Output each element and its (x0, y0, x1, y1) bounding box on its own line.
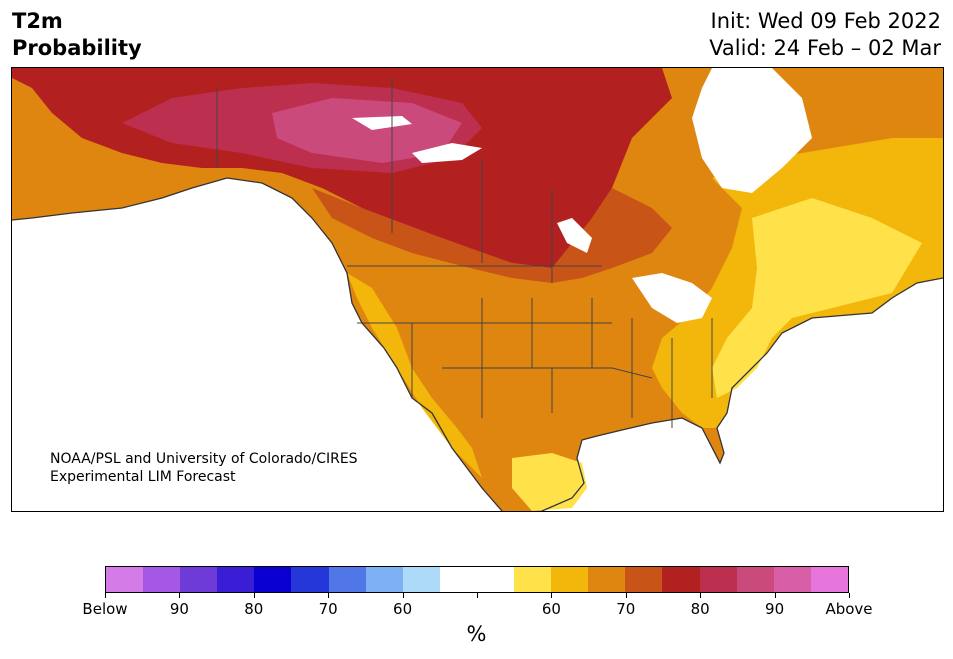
init-date: Init: Wed 09 Feb 2022 (710, 9, 941, 33)
colorbar-cell (291, 567, 329, 592)
band-light-yellow-east (712, 198, 922, 398)
colorbar-tick-label: 70 (318, 600, 338, 618)
colorbar-cell (662, 567, 700, 592)
map-title: T2m Probability (12, 8, 142, 62)
colorbar-tick-label: Below (82, 600, 128, 618)
colorbar-unit: % (466, 622, 487, 646)
colorbar-cell (217, 567, 255, 592)
lake-winnipeg (557, 218, 592, 253)
valid-range: Valid: 24 Feb – 02 Mar (709, 36, 941, 60)
colorbar-cell (402, 567, 440, 592)
colorbar-tick-label: 90 (169, 600, 189, 618)
colorbar-tick-label: 80 (690, 600, 710, 618)
hudson-bay (692, 68, 812, 193)
colorbar-cell (588, 567, 626, 592)
colorbar-tick (179, 593, 181, 598)
map-canvas (12, 68, 943, 511)
colorbar-cell (254, 567, 292, 592)
forecast-dates: Init: Wed 09 Feb 2022 Valid: 24 Feb – 02… (709, 8, 941, 62)
colorbar-tick (328, 593, 330, 598)
colorbar-tick (551, 593, 553, 598)
colorbar-cell (143, 567, 181, 592)
colorbar-cell (180, 567, 218, 592)
colorbar (105, 566, 849, 593)
colorbar-cell (476, 567, 515, 592)
colorbar-cell (551, 567, 589, 592)
colorbar-tick (700, 593, 702, 598)
credit-line-1: NOAA/PSL and University of Colorado/CIRE… (50, 451, 358, 467)
colorbar-ticks: Below 90 80 70 60 60 70 80 90 Above (82, 593, 873, 623)
colorbar-cell (439, 567, 477, 592)
colorbar-cell (514, 567, 552, 592)
colorbar-cell (773, 567, 811, 592)
colorbar-tick-label: Above (825, 600, 873, 618)
colorbar-tick (477, 593, 478, 598)
band-yellow-south (512, 453, 587, 511)
political-borders (216, 78, 713, 428)
colorbar-tick-label: 80 (244, 600, 264, 618)
colorbar-tick (774, 593, 776, 598)
colorbar-cell (699, 567, 737, 592)
colorbar-tick-label: 60 (541, 600, 561, 618)
great-lakes (632, 273, 712, 323)
coastline (12, 177, 943, 511)
colorbar-cell (106, 567, 144, 592)
colorbar-cell (625, 567, 663, 592)
colorbar-tick-label: 90 (765, 600, 785, 618)
great-bear-lake (412, 143, 482, 163)
colorbar-tick-label: 60 (393, 600, 413, 618)
colorbar-tick (625, 593, 627, 598)
band-red-orange (312, 188, 672, 283)
map-credit: NOAA/PSL and University of Colorado/CIRE… (50, 450, 358, 486)
title-measure: Probability (12, 36, 142, 60)
colorbar-tick (253, 593, 255, 598)
colorbar-tick (105, 593, 106, 598)
colorbar-tick-label: 70 (616, 600, 636, 618)
colorbar-cell (328, 567, 366, 592)
colorbar-tick (402, 593, 404, 598)
probability-map: NOAA/PSL and University of Colorado/CIRE… (11, 67, 944, 512)
colorbar-tick (849, 593, 850, 598)
band-magenta-core (272, 98, 462, 163)
great-slave-lake (352, 116, 412, 130)
colorbar-cell (736, 567, 774, 592)
credit-line-2: Experimental LIM Forecast (50, 469, 236, 485)
title-variable: T2m (12, 9, 63, 33)
band-yellow-west (347, 273, 482, 478)
colorbar-cell (810, 567, 848, 592)
colorbar-cell (365, 567, 403, 592)
